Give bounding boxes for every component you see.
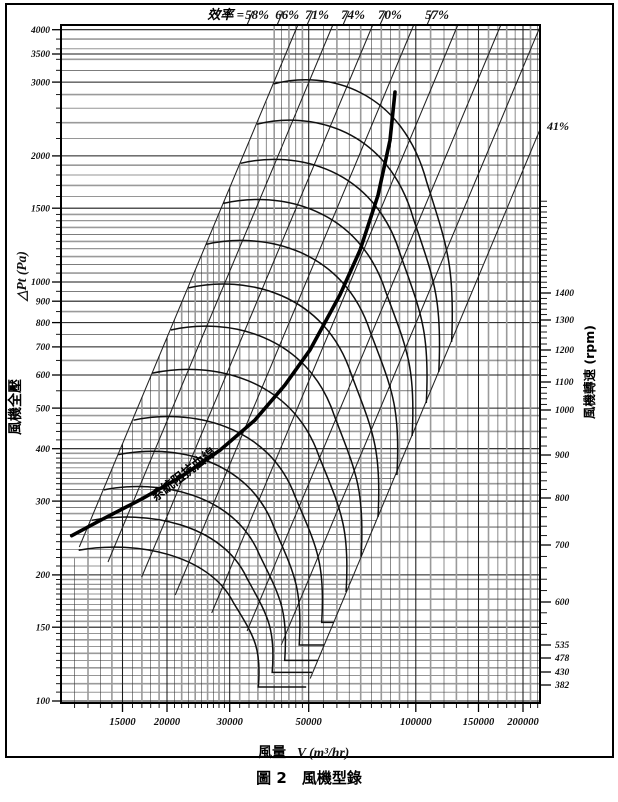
rpm-tick-label: 1200 — [555, 346, 574, 356]
efficiency-contour-line — [211, 24, 459, 614]
efficiency-header-prefix: 效率 = — [207, 7, 244, 22]
efficiency-label: 71% — [305, 7, 329, 22]
y-tick-label: 1500 — [31, 204, 50, 214]
rpm-curve-478 — [103, 485, 318, 662]
efficiency-label: 57% — [425, 7, 449, 22]
rpm-curve-1100 — [223, 198, 414, 437]
y-tick-label: 1000 — [31, 278, 50, 288]
rpm-tick-label: 430 — [554, 668, 570, 678]
efficiency-contour-line — [78, 24, 299, 548]
efficiency-contour-line — [246, 24, 502, 632]
figure-caption: 圖 2 風機型錄 — [256, 769, 362, 787]
efficiency-contour-line — [280, 26, 541, 646]
rpm-curve-800 — [170, 325, 363, 557]
y-tick-label: 200 — [35, 571, 51, 581]
y-axis-title-formula: △Pt (Pa) — [14, 251, 29, 302]
y-tick-label: 150 — [36, 623, 51, 633]
y-tick-label: 3500 — [30, 50, 50, 60]
efficiency-label-leader — [379, 10, 387, 26]
rpm-curve-1400 — [273, 79, 454, 343]
rpm-curve-382 — [78, 546, 307, 688]
rpm-curve-600 — [133, 415, 334, 624]
efficiency-label-leader — [306, 10, 314, 26]
efficiency-label: 66% — [275, 7, 299, 22]
y-tick-label: 900 — [36, 297, 51, 307]
y-tick-label: 400 — [35, 445, 51, 455]
rpm-curve-900 — [188, 283, 380, 517]
rpm-tick-label: 900 — [555, 451, 570, 461]
efficiency-label-leader — [276, 10, 284, 26]
y-tick-label: 3000 — [30, 78, 50, 88]
efficiency-contour-line — [107, 24, 334, 563]
chart-layer: 100 150 200 300 400 500 600 700 800 900 1000 1500 20… — [30, 7, 574, 728]
y-tick-label: 800 — [36, 319, 51, 329]
y-tick-label: 100 — [36, 697, 51, 707]
system-resistance-curve — [69, 90, 397, 538]
rpm-curve-1000 — [206, 239, 399, 476]
rpm-tick-label: 382 — [554, 681, 570, 691]
efficiency-label-leader — [426, 10, 434, 26]
efficiency-label: 58% — [245, 7, 269, 22]
rpm-tick-label: 700 — [555, 541, 570, 551]
y-tick-label: 600 — [36, 371, 51, 381]
right-efficiency-label: 41% — [546, 119, 569, 133]
efficiency-label-leader — [342, 10, 350, 26]
x-tick-label: 200000 — [506, 717, 539, 728]
x-tick-label: 30000 — [216, 717, 244, 728]
rpm-tick-label: 1400 — [555, 289, 574, 299]
rpm-axis-title: 風機轉速 (rpm) — [582, 325, 597, 419]
rpm-tick-label: 600 — [555, 598, 570, 608]
efficiency-label: 70% — [378, 7, 402, 22]
y-tick-label: 2000 — [30, 152, 50, 162]
efficiency-label-leader — [246, 10, 254, 26]
x-tick-label: 15000 — [109, 717, 136, 728]
rpm-tick-label: 478 — [554, 654, 570, 664]
x-tick-label: 20000 — [153, 717, 181, 728]
x-tick-label: 50000 — [296, 717, 323, 728]
efficiency-label: 74% — [341, 7, 365, 22]
rpm-tick-label: 1100 — [555, 378, 574, 388]
efficiency-contour-line — [309, 129, 541, 679]
x-axis-title-cjk: 風量 — [258, 745, 286, 761]
y-tick-label: 4000 — [30, 26, 50, 36]
rpm-tick-label: 1000 — [555, 406, 574, 416]
rpm-curve-1200 — [240, 158, 428, 404]
rpm-curve-700 — [152, 368, 348, 593]
rpm-tick-label: 535 — [555, 641, 570, 651]
rpm-tick-label: 1300 — [555, 316, 574, 326]
y-axis-title-cjk: 風機全壓 — [7, 379, 24, 435]
x-tick-label: 150000 — [463, 717, 495, 728]
x-axis-title-formula: V (m³/hr) — [297, 745, 349, 760]
y-tick-label: 700 — [36, 343, 51, 353]
rpm-tick-label: 800 — [555, 494, 570, 504]
rpm-curve-535 — [118, 450, 324, 646]
efficiency-contour-line — [141, 24, 374, 578]
efficiency-contour-line — [174, 24, 415, 596]
x-tick-label: 100000 — [400, 717, 432, 728]
plot-border — [60, 24, 541, 704]
rpm-curve-1300 — [256, 119, 441, 372]
y-tick-label: 500 — [36, 404, 51, 414]
rpm-curve-430 — [91, 516, 312, 674]
y-tick-label: 300 — [35, 497, 51, 507]
